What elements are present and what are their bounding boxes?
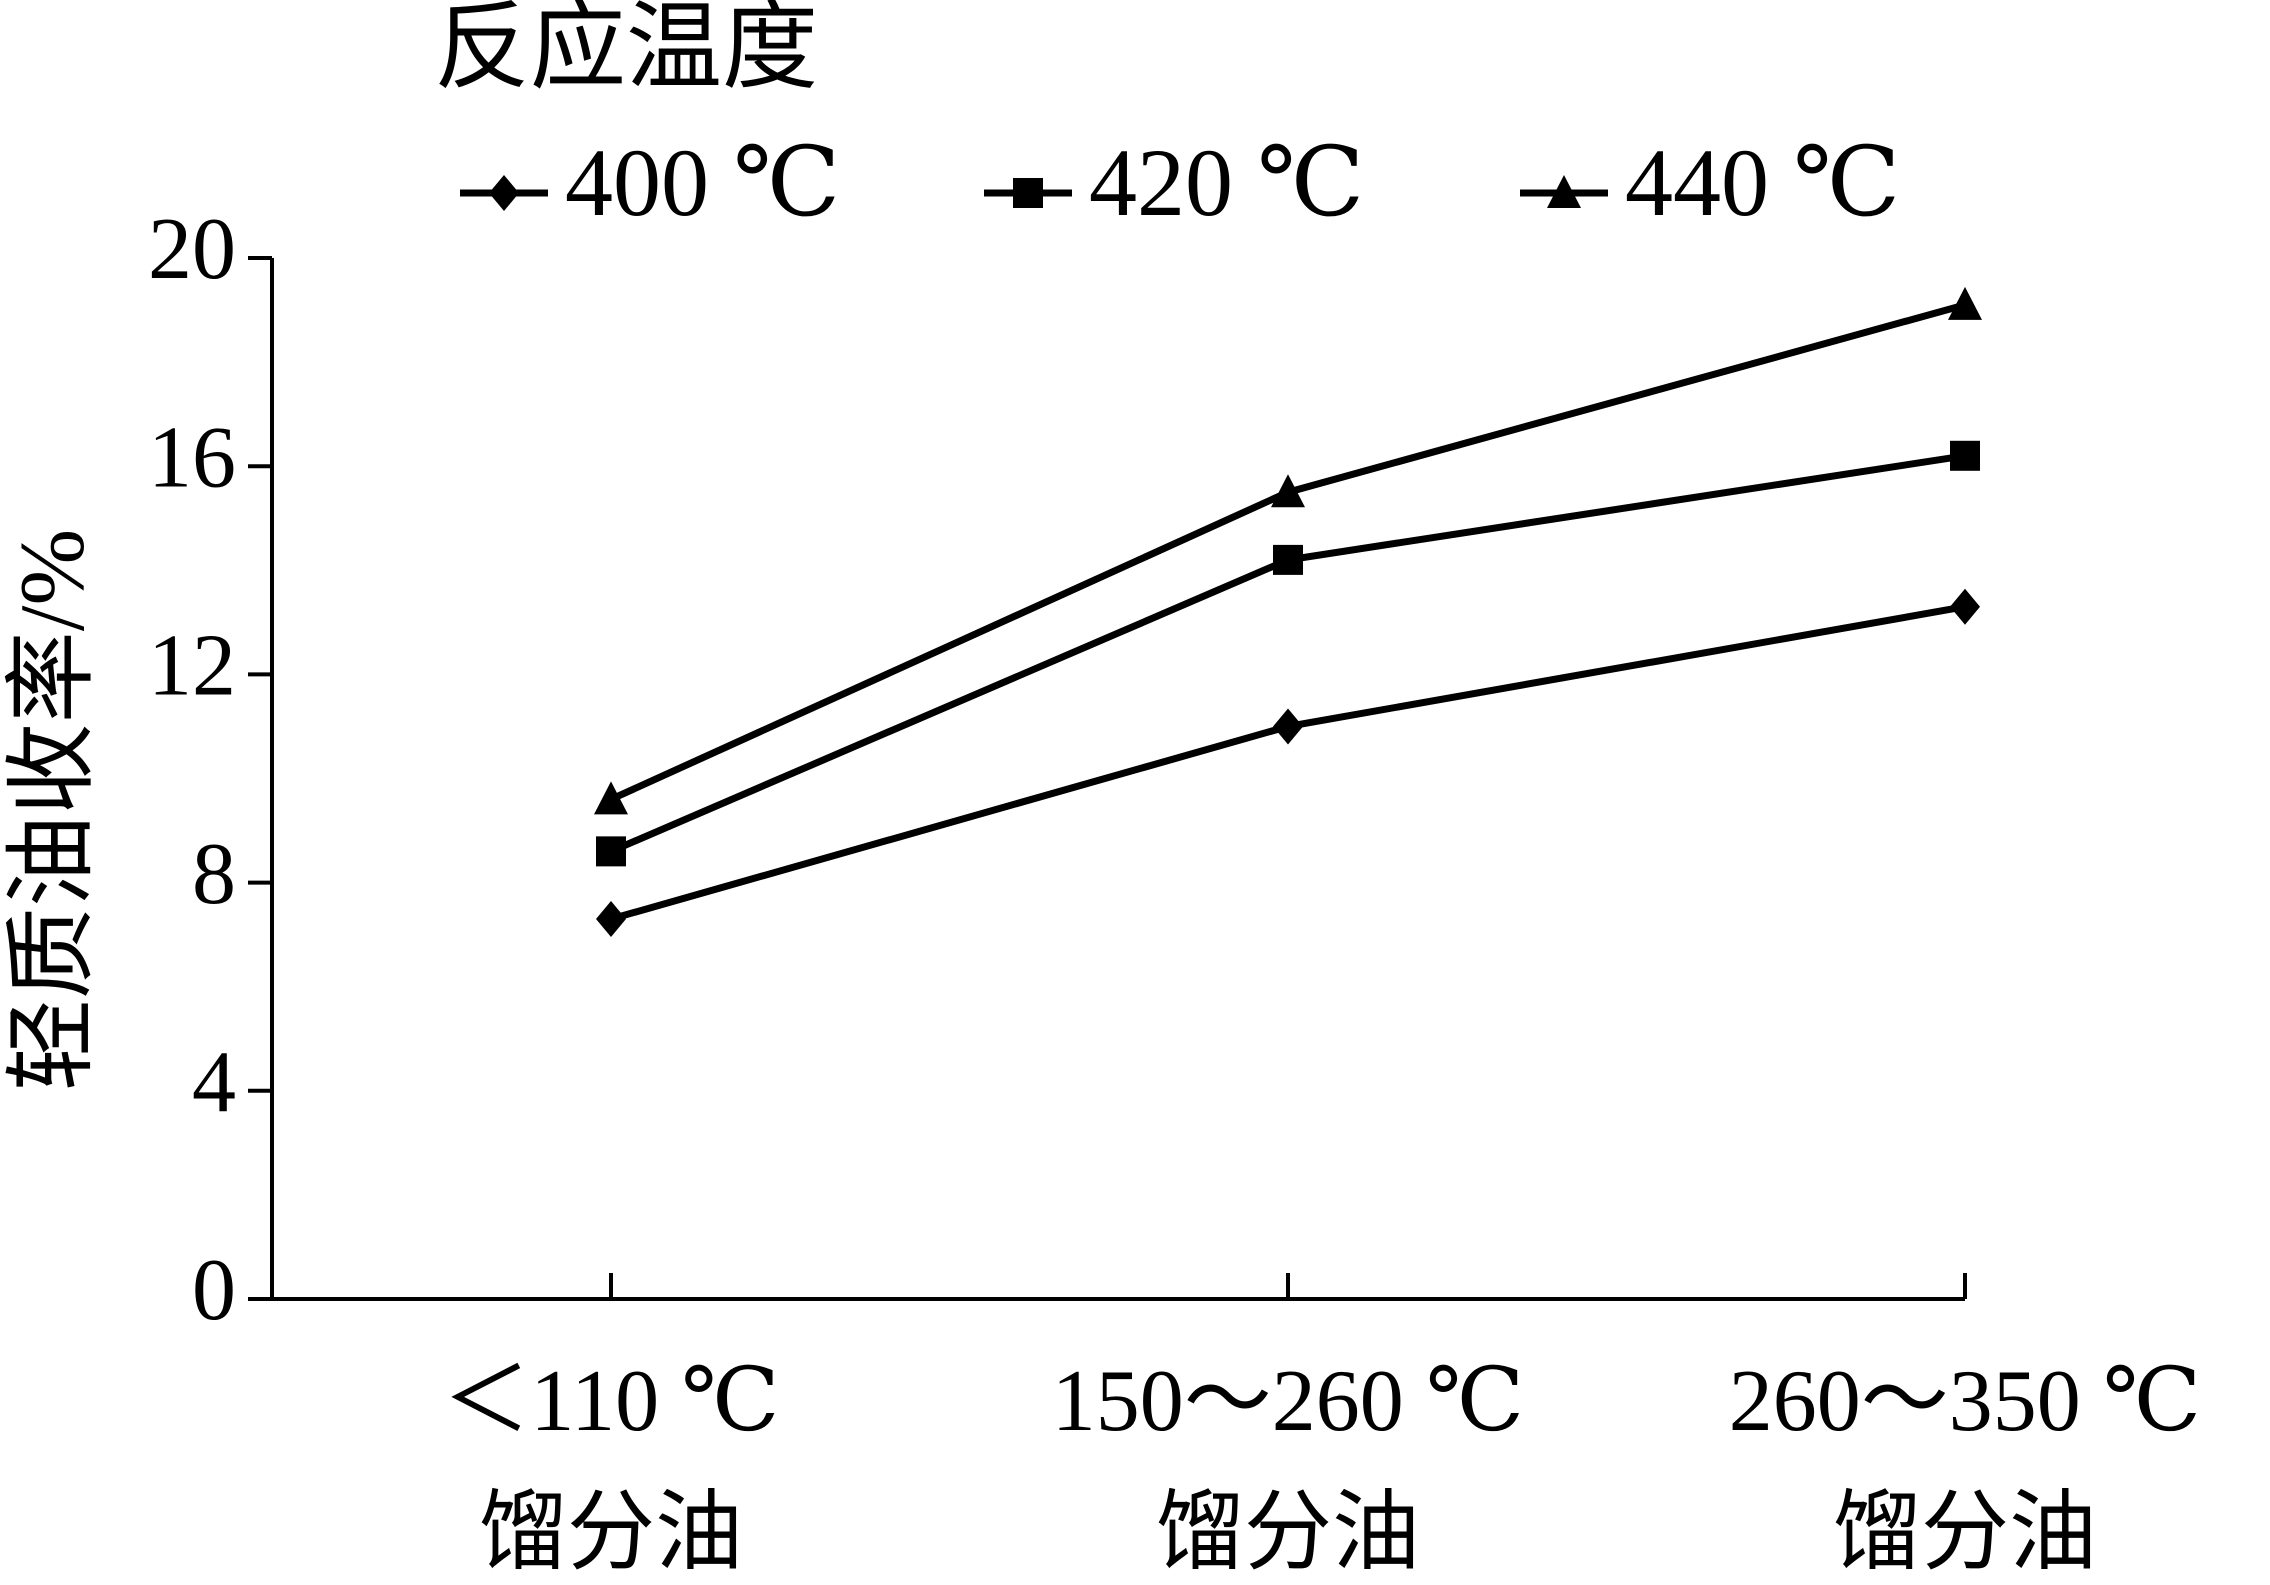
x-tick-label: ＜110 ℃ bbox=[442, 1353, 779, 1450]
legend-label: 440 ℃ bbox=[1625, 129, 1900, 236]
y-tick-label: 16 bbox=[148, 409, 236, 506]
legend-label: 420 ℃ bbox=[1089, 129, 1364, 236]
legend-title: 反应温度 bbox=[434, 0, 818, 101]
y-tick-label: 12 bbox=[148, 618, 236, 715]
legend-marker bbox=[1547, 175, 1581, 208]
data-point bbox=[1948, 286, 1982, 320]
data-point bbox=[1950, 588, 1980, 625]
data-point bbox=[1273, 544, 1303, 575]
legend-label: 400 ℃ bbox=[565, 129, 840, 236]
x-tick-label: 260～350 ℃ bbox=[1729, 1353, 2201, 1450]
y-axis-label: 轻质油收率/% bbox=[1, 529, 103, 1091]
y-tick-label: 20 bbox=[148, 201, 236, 298]
series-line bbox=[609, 452, 1966, 855]
legend-marker bbox=[1013, 178, 1043, 208]
x-tick-label: 馏分油 bbox=[1156, 1485, 1420, 1582]
data-point bbox=[596, 901, 626, 938]
y-tick-label: 0 bbox=[192, 1242, 236, 1339]
data-point bbox=[596, 836, 626, 867]
legend-marker bbox=[489, 175, 519, 211]
data-point bbox=[1950, 440, 1980, 471]
data-point bbox=[1273, 708, 1303, 745]
x-tick-label: 馏分油 bbox=[479, 1485, 743, 1582]
data-point bbox=[594, 781, 628, 815]
y-tick-label: 8 bbox=[192, 826, 236, 923]
x-tick-label: 150～260 ℃ bbox=[1052, 1353, 1524, 1450]
data-point bbox=[1271, 474, 1305, 508]
x-tick-label: 馏分油 bbox=[1833, 1485, 2097, 1582]
y-tick-label: 4 bbox=[192, 1034, 236, 1131]
